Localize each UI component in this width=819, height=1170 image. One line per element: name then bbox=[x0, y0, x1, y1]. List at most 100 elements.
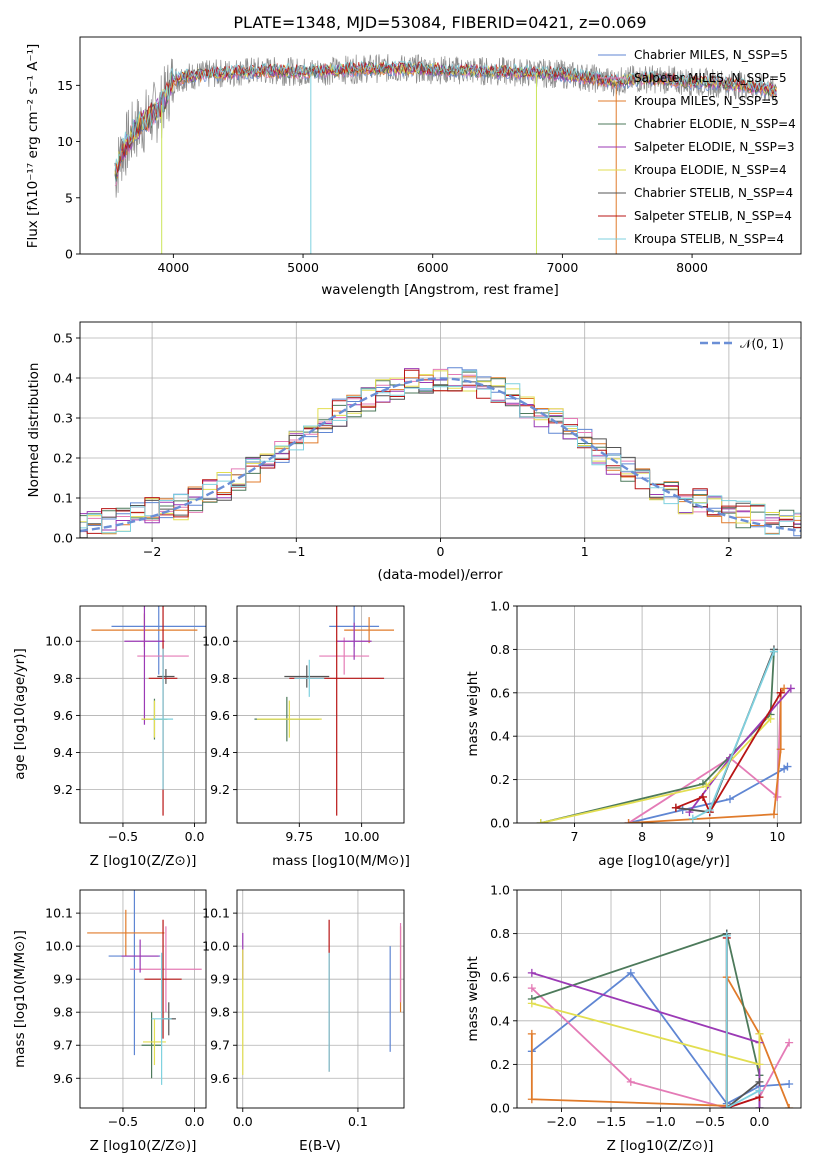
y-tick-label: 9.6 bbox=[53, 1071, 73, 1086]
x-tick-label: 7000 bbox=[546, 260, 578, 275]
series-line bbox=[675, 692, 782, 815]
x-tick-label: 7 bbox=[570, 829, 578, 844]
x-tick-label: −2 bbox=[143, 544, 161, 559]
data-point-marker bbox=[671, 803, 680, 812]
y-tick-label: 0.4 bbox=[490, 1013, 510, 1028]
y-tick-label: 10.1 bbox=[45, 906, 73, 921]
y-tick-label: 0.1 bbox=[53, 491, 73, 506]
mass-metallicity-panel: −0.5 0.0 9.6 9.7 9.8 9.9 10.0 10.1 Z [log10(Z/Z… bbox=[12, 889, 207, 1154]
x-axis-label: age [log10(age/yr)] bbox=[598, 853, 730, 869]
data-point-marker bbox=[769, 647, 778, 656]
data-point-marker bbox=[785, 1038, 794, 1047]
x-tick-label: 0 bbox=[437, 544, 445, 559]
y-tick-label: 0.0 bbox=[490, 1101, 510, 1116]
legend-entry: Salpeter ELODIE, N_SSP=3 bbox=[634, 140, 795, 154]
y-tick-label: 0.6 bbox=[490, 685, 510, 700]
y-tick-label: 0.2 bbox=[53, 451, 73, 466]
y-tick-label: 10.0 bbox=[202, 634, 230, 649]
model-spectrum-line bbox=[114, 60, 777, 177]
y-tick-label: 0.8 bbox=[490, 926, 510, 941]
x-tick-label: 4000 bbox=[157, 260, 189, 275]
y-tick-label: 9.6 bbox=[210, 1071, 230, 1086]
y-axis-label: Flux [fλ10⁻¹⁷ erg cm⁻² s⁻¹ A⁻¹] bbox=[25, 44, 41, 249]
y-tick-label: 9.7 bbox=[53, 1038, 73, 1053]
y-tick-label: 0.2 bbox=[490, 1057, 510, 1072]
y-axis-label: mass [log10(M/M⊙)] bbox=[12, 930, 28, 1068]
histogram-step bbox=[80, 381, 801, 538]
data-point-marker bbox=[780, 684, 789, 693]
error-bars bbox=[91, 606, 206, 816]
legend-entry: Chabrier ELODIE, N_SSP=4 bbox=[634, 117, 796, 131]
y-axis-label: mass weight bbox=[465, 956, 481, 1041]
x-tick-label: 6000 bbox=[417, 260, 449, 275]
data-point-marker bbox=[536, 819, 545, 823]
y-tick-label: 9.6 bbox=[210, 708, 230, 723]
plot-frame bbox=[516, 889, 802, 1109]
error-bars bbox=[87, 890, 202, 1085]
legend-entry: Chabrier STELIB, N_SSP=4 bbox=[634, 186, 793, 200]
y-tick-label: 0.4 bbox=[490, 729, 510, 744]
spectrum-lines bbox=[114, 54, 777, 254]
y-tick-label: 9.4 bbox=[53, 745, 73, 760]
data-point-marker bbox=[769, 810, 778, 819]
x-tick-label: 0.0 bbox=[233, 1114, 253, 1129]
data-point-marker bbox=[722, 1104, 731, 1108]
legend-entry: Kroupa MILES, N_SSP=5 bbox=[634, 94, 779, 108]
histogram-step bbox=[80, 369, 801, 534]
y-tick-label: 5 bbox=[65, 190, 73, 205]
error-bars bbox=[242, 919, 402, 1075]
y-tick-label: 1.0 bbox=[490, 883, 510, 898]
data-point-marker bbox=[755, 1077, 764, 1086]
y-tick-label: 15 bbox=[57, 78, 73, 93]
data-point-marker bbox=[776, 688, 785, 697]
data-point-marker bbox=[785, 1104, 794, 1108]
y-tick-label: 10.1 bbox=[202, 906, 230, 921]
model-spectrum-line bbox=[114, 60, 777, 171]
x-axis-label: mass [log10(M/M⊙)] bbox=[272, 853, 410, 869]
x-tick-label: 10.00 bbox=[344, 829, 380, 844]
x-tick-label: −1.0 bbox=[645, 1114, 675, 1129]
legend-entry: Kroupa ELODIE, N_SSP=4 bbox=[634, 163, 787, 177]
data-point-marker bbox=[688, 814, 697, 823]
x-tick-label: −1.5 bbox=[596, 1114, 626, 1129]
y-tick-label: 9.7 bbox=[210, 1038, 230, 1053]
x-tick-label: 0.0 bbox=[749, 1114, 769, 1129]
data-point-marker bbox=[755, 1060, 764, 1069]
residual-histogram-panel: −2 −1 0 1 2 0.0 0.1 0.2 0.3 0.4 0.5 (data-model)/e… bbox=[26, 321, 802, 583]
x-axis-label: Z [log10(Z/Z⊙)] bbox=[90, 853, 197, 869]
y-tick-label: 9.8 bbox=[53, 671, 73, 686]
chart-title: PLATE=1348, MJD=53084, FIBERID=0421, z=0… bbox=[233, 13, 646, 32]
x-tick-label: −2.0 bbox=[546, 1114, 576, 1129]
y-tick-label: 0.8 bbox=[490, 642, 510, 657]
legend-entry: Kroupa STELIB, N_SSP=4 bbox=[634, 232, 784, 246]
x-tick-label: −0.5 bbox=[108, 1114, 138, 1129]
data-point-marker bbox=[705, 805, 714, 814]
data-point-marker bbox=[527, 999, 536, 1008]
y-axis-label: Normed distribution bbox=[26, 363, 42, 498]
x-tick-label: 9.75 bbox=[285, 829, 313, 844]
y-axis-label: mass weight bbox=[465, 671, 481, 756]
histograms bbox=[80, 367, 801, 538]
spectrum-panel: PLATE=1348, MJD=53084, FIBERID=0421, z=0… bbox=[25, 13, 802, 298]
plot-frame bbox=[79, 889, 207, 1109]
data-point-marker bbox=[527, 1029, 536, 1038]
y-tick-label: 0.3 bbox=[53, 411, 73, 426]
y-tick-label: 0.0 bbox=[490, 816, 510, 831]
data-point-marker bbox=[722, 931, 731, 940]
data-point-marker bbox=[755, 1104, 764, 1108]
data-point-marker bbox=[776, 745, 785, 754]
legend-entry: Salpeter STELIB, N_SSP=4 bbox=[634, 209, 792, 223]
y-tick-label: 9.2 bbox=[53, 782, 73, 797]
x-tick-label: 8 bbox=[638, 829, 646, 844]
x-tick-label: 2 bbox=[725, 544, 733, 559]
y-tick-label: 1.0 bbox=[490, 599, 510, 614]
legend-entry: Chabrier MILES, N_SSP=5 bbox=[634, 48, 788, 62]
data-point-marker bbox=[726, 795, 734, 804]
x-tick-label: 8000 bbox=[676, 260, 708, 275]
legend-label: 𝒩(0, 1) bbox=[740, 337, 784, 351]
y-tick-label: 10.0 bbox=[45, 939, 73, 954]
y-tick-label: 0.2 bbox=[490, 772, 510, 787]
data-point-marker bbox=[755, 1086, 764, 1095]
y-axis-label: age [log10(age/yr)] bbox=[12, 648, 28, 780]
mass-weight-metallicity-panel: −2.0 −1.5 −1.0 −0.5 0.0 0.0 0.2 0.4 0.6 0.8 1.0 Z … bbox=[465, 883, 802, 1154]
